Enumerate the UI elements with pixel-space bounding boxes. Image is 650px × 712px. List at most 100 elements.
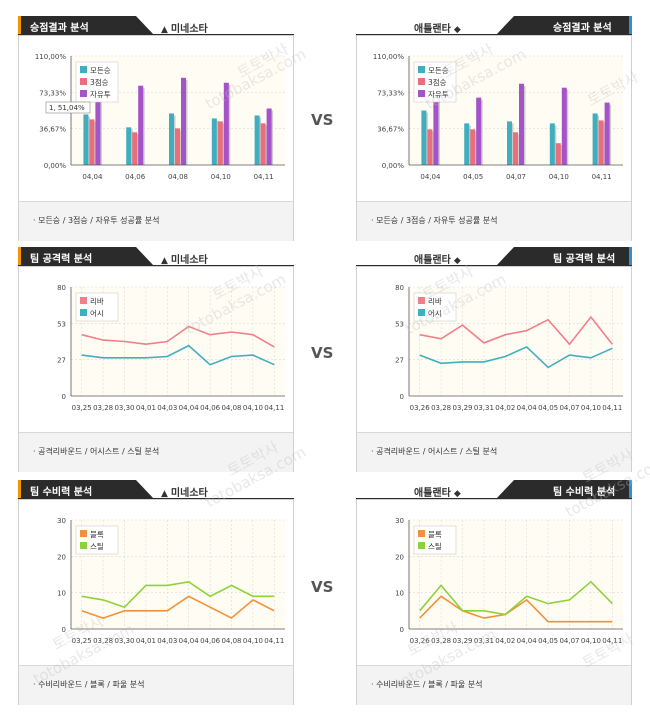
panel-title: 팀 수비력 분석	[553, 487, 616, 498]
footer-text: · 수비리바운드 / 블록 / 파울 분석	[371, 680, 483, 689]
legend-label: 리바	[428, 296, 442, 306]
bar	[561, 87, 567, 165]
x-tick-label: 04,10	[549, 173, 569, 181]
panel-header: 팀 공격력 분석 ▲ 미네소타	[18, 247, 294, 266]
y-tick-label: 27	[57, 357, 66, 365]
series-line	[419, 345, 613, 369]
x-tick-label: 04,10	[211, 173, 231, 181]
x-tick-label: 04,01	[136, 404, 156, 412]
x-tick-label: 04,11	[602, 637, 622, 645]
bar	[260, 123, 266, 165]
legend-swatch	[80, 297, 87, 304]
x-tick-label: 04,07	[559, 637, 579, 645]
legend-swatch	[80, 78, 87, 85]
chart-box: 0,00% 36,67% 73,33% 110,00% 04,04 04,06 04,08 0…	[18, 35, 294, 241]
x-tick-label: 04,11	[264, 404, 284, 412]
x-tick-label: 04,07	[506, 173, 526, 181]
ship-icon: ▲	[161, 256, 168, 266]
bar	[507, 121, 512, 165]
legend-swatch	[80, 530, 87, 537]
y-tick-label: 36,67%	[39, 126, 66, 134]
bar	[266, 108, 272, 165]
bar	[513, 132, 518, 165]
chart-footer: · 공격리바운드 / 어시스트 / 스틸 분석	[19, 432, 293, 472]
team-name: 애틀랜타 ◆	[414, 24, 461, 35]
footer-text: · 공격리바운드 / 어시스트 / 스틸 분석	[371, 447, 498, 456]
legend-swatch	[418, 297, 425, 304]
x-tick-label: 04,11	[254, 173, 274, 181]
ship-icon: ▲	[161, 25, 168, 35]
x-tick-label: 04,03	[157, 637, 177, 645]
x-tick-label: 04,07	[559, 404, 579, 412]
legend-label: 3점승	[90, 77, 109, 87]
panel-header: 승점결과 분석 ▲ 미네소타	[18, 16, 294, 35]
panel-title: 팀 공격력 분석	[553, 254, 616, 265]
y-tick-label: 80	[395, 284, 404, 292]
x-tick-label: 04,08	[221, 404, 241, 412]
x-tick-label: 04,10	[581, 637, 601, 645]
y-tick-label: 0,00%	[382, 162, 405, 170]
panel-atlanta-offense: 애틀랜타 ◆ 팀 공격력 분석 0 27 53 80 03,26 03,28 03,29 03,…	[356, 247, 632, 472]
series-line	[81, 325, 275, 348]
y-tick-label: 10	[395, 590, 404, 598]
x-tick-label: 04,04	[179, 637, 200, 645]
panel-header: 애틀랜타 ◆ 승점결과 분석	[356, 16, 632, 35]
x-tick-label: 03,28	[93, 637, 113, 645]
x-tick-label: 04,08	[221, 637, 241, 645]
chart-footer: · 모든승 / 3점승 / 자유투 성공률 분석	[19, 201, 293, 241]
bar	[211, 118, 217, 165]
x-tick-label: 04,05	[538, 637, 558, 645]
legend-label: 리바	[90, 296, 104, 306]
y-tick-label: 36,67%	[377, 126, 404, 134]
bar	[181, 77, 186, 165]
vs-label: VS	[311, 111, 334, 129]
legend-swatch	[80, 90, 87, 97]
y-tick-label: 10	[57, 590, 66, 598]
x-tick-label: 04,02	[495, 637, 515, 645]
hawk-icon: ◆	[453, 25, 461, 35]
y-tick-label: 80	[57, 284, 66, 292]
legend-label: 블록	[90, 530, 104, 539]
x-tick-label: 03,31	[474, 637, 494, 645]
y-tick-label: 0	[400, 626, 404, 634]
panel-title: 팀 공격력 분석	[30, 254, 93, 265]
team-name: ▲ 미네소타	[161, 488, 208, 499]
team-name: ▲ 미네소타	[161, 255, 208, 266]
legend-label: 어시	[90, 308, 104, 318]
y-tick-label: 73,33%	[39, 89, 66, 97]
legend-swatch	[418, 66, 425, 73]
panel-header: 애틀랜타 ◆ 팀 수비력 분석	[356, 480, 632, 499]
panel-minnesota-offense: 팀 공격력 분석 ▲ 미네소타 0 27 53 80 03,25 03,28 03,30 04,…	[18, 247, 294, 472]
bar	[83, 114, 89, 165]
legend-label: 스틸	[428, 542, 442, 551]
chart-box: 0 27 53 80 03,25 03,28 03,30 04,01 04,03 04,04 04,…	[18, 266, 294, 472]
bar	[427, 129, 433, 165]
bar	[175, 128, 180, 165]
x-tick-label: 04,06	[200, 637, 221, 645]
legend-swatch	[80, 66, 87, 73]
bar	[95, 87, 101, 165]
footer-text: · 모든승 / 3점승 / 자유투 성공률 분석	[371, 216, 498, 225]
x-tick-label: 03,30	[114, 637, 134, 645]
chart-box: 0 27 53 80 03,26 03,28 03,29 03,31 04,02 04,04 04,…	[356, 266, 632, 472]
vs-label: VS	[311, 344, 334, 362]
panel-atlanta-defense: 애틀랜타 ◆ 팀 수비력 분석 0 10 20 30 03,26 03,28 03,29 03,…	[356, 480, 632, 705]
chart-footer: · 수비리바운드 / 블록 / 파울 분석	[19, 665, 293, 705]
bar	[464, 123, 470, 165]
bar	[549, 123, 555, 165]
x-tick-label: 04,04	[179, 404, 200, 412]
legend-label: 자유투	[90, 90, 111, 99]
bar	[138, 85, 144, 165]
y-tick-label: 20	[57, 553, 66, 561]
ship-icon: ▲	[161, 489, 168, 499]
x-tick-label: 04,03	[157, 404, 177, 412]
series-line	[419, 580, 613, 616]
panel-minnesota-score: 승점결과 분석 ▲ 미네소타 0,00% 36,67% 73,33% 110,00% 04…	[18, 16, 294, 241]
bar	[592, 113, 598, 165]
y-tick-label: 27	[395, 357, 404, 365]
x-tick-label: 04,04	[82, 173, 103, 181]
series-line	[419, 595, 613, 623]
panel-minnesota-defense: 팀 수비력 분석 ▲ 미네소타 0 10 20 30 03,25 03,28 03,30 04,…	[18, 480, 294, 705]
bar	[421, 110, 427, 165]
